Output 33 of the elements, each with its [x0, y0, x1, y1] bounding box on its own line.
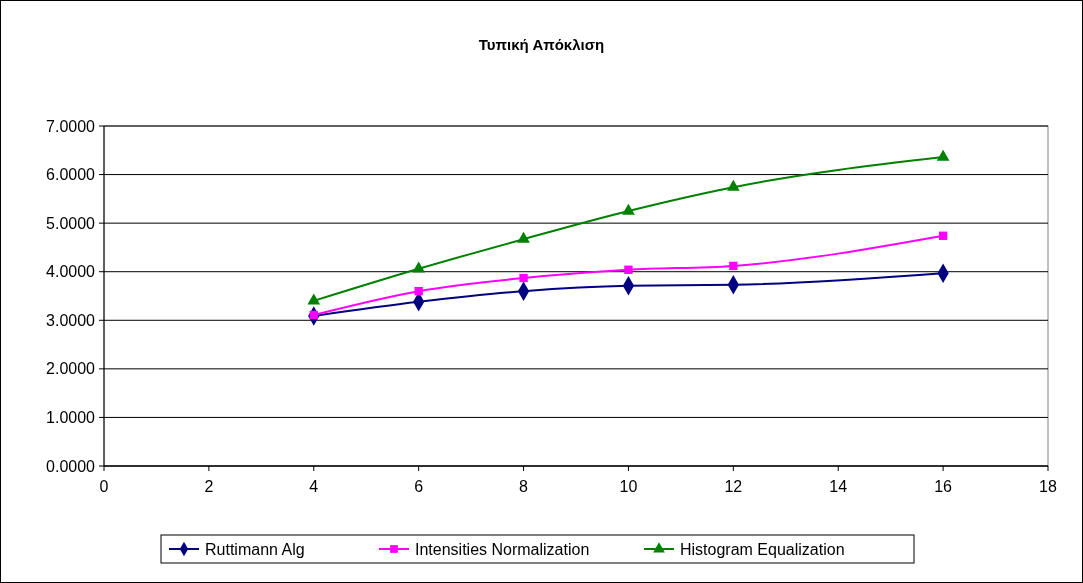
- point: [624, 265, 633, 274]
- x-tick-label: 4: [309, 478, 319, 495]
- y-tick-label: 7.0000: [46, 117, 96, 135]
- point: [412, 261, 426, 273]
- point: [517, 231, 530, 243]
- point: [307, 293, 321, 305]
- x-tick-label: 0: [99, 478, 109, 495]
- x-tick-label: 12: [724, 478, 743, 495]
- y-tick-label: 1.0000: [46, 409, 96, 427]
- x-tick-label: 14: [829, 478, 848, 495]
- legend-label: Ruttimann Alg: [205, 540, 305, 558]
- x-tick-label: 2: [204, 478, 214, 495]
- chart-title: Τυπική Απόκλιση: [478, 36, 605, 53]
- y-tick-label: 3.0000: [46, 311, 96, 329]
- point: [936, 149, 950, 161]
- x-tick-label: 16: [934, 478, 953, 495]
- point: [938, 231, 948, 240]
- y-tick-label: 2.0000: [46, 360, 96, 378]
- y-tick-label: 5.0000: [46, 214, 96, 232]
- x-tick-label: 6: [414, 478, 424, 495]
- x-tick-label: 8: [519, 478, 529, 495]
- x-tick-label: 18: [1039, 478, 1057, 495]
- point: [622, 203, 635, 215]
- x-tick-label: 10: [619, 478, 638, 495]
- point: [729, 261, 738, 271]
- legend-label: Intensities Normalization: [415, 540, 590, 558]
- y-tick-label: 6.0000: [46, 166, 96, 184]
- legend-label: Histogram Equalization: [680, 540, 845, 558]
- y-tick-label: 4.0000: [46, 263, 96, 281]
- point: [519, 273, 528, 283]
- point: [726, 179, 740, 191]
- point: [414, 286, 423, 296]
- y-tick-label: 0.0000: [46, 457, 96, 475]
